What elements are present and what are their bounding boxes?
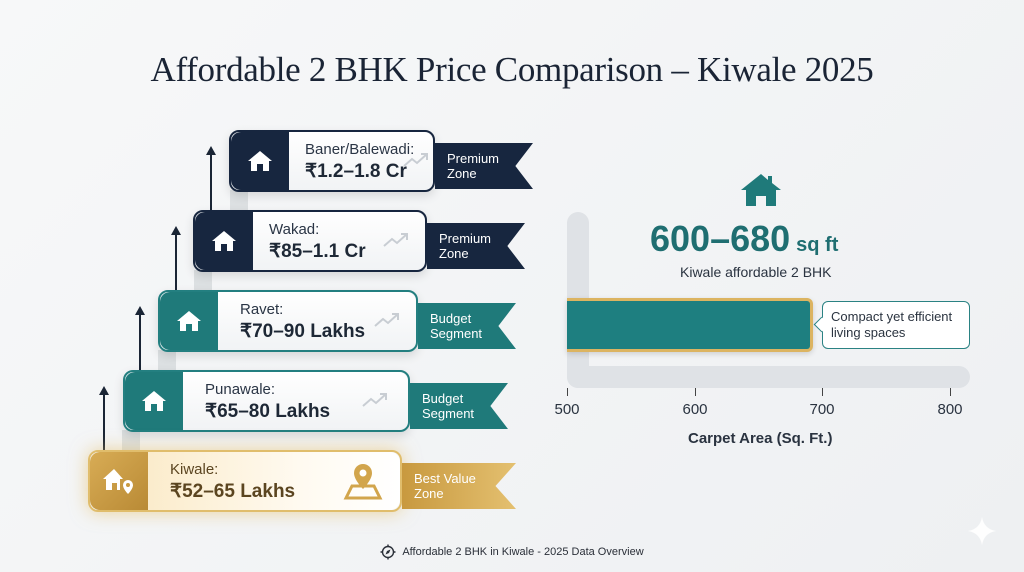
arrow-up-icon: [135, 306, 145, 374]
footer: Affordable 2 BHK in Kiwale - 2025 Data O…: [0, 544, 1024, 560]
house-icon: [741, 174, 781, 206]
price-range: ₹70–90 Lakhs: [240, 321, 366, 342]
area-headline: 600–680 sq ft: [650, 218, 838, 260]
ribbon-line1: Premium: [447, 151, 500, 166]
ribbon-line2: Segment: [430, 326, 483, 341]
callout-line2: living spaces: [831, 325, 906, 340]
x-tick-label: 600: [682, 401, 708, 418]
ribbon-line1: Budget: [430, 311, 472, 326]
house-icon: [231, 132, 289, 190]
location-label: Wakad:: [269, 221, 320, 238]
price-range: ₹65–80 Lakhs: [205, 401, 331, 422]
house-pin-icon: [90, 452, 148, 510]
arrow-up-icon: [206, 146, 216, 214]
price-range: ₹1.2–1.8 Cr: [305, 161, 407, 182]
ribbon-line1: Budget: [422, 391, 464, 406]
price-card-punawale: Punawale: ₹65–80 Lakhs: [123, 370, 410, 432]
x-tick-label: 500: [554, 401, 580, 418]
footer-text: Affordable 2 BHK in Kiwale - 2025 Data O…: [402, 546, 644, 558]
price-range: ₹52–65 Lakhs: [170, 481, 296, 502]
page-title: Affordable 2 BHK Price Comparison – Kiwa…: [150, 50, 874, 89]
ribbon-line2: Zone: [447, 166, 477, 181]
bar-callout: Compact yet efficient living spaces: [822, 301, 970, 349]
compass-icon: [380, 544, 396, 560]
ribbon-line2: Segment: [422, 406, 475, 421]
house-icon: [195, 212, 253, 270]
segment-ribbon: Budget Segment: [410, 383, 508, 429]
area-unit: sq ft: [796, 234, 839, 256]
house-icon: [125, 372, 183, 430]
location-label: Punawale:: [205, 381, 276, 398]
segment-ribbon: Budget Segment: [418, 303, 516, 349]
x-tick: [950, 388, 951, 396]
map-pin-icon: [343, 464, 383, 500]
area-value: 600–680: [650, 218, 791, 259]
area-caption: Kiwale affordable 2 BHK: [680, 264, 832, 280]
arrow-up-icon: [99, 386, 109, 454]
segment-ribbon: Premium Zone: [427, 223, 525, 269]
trend-up-icon: [362, 393, 387, 407]
location-label: Kiwale:: [170, 461, 219, 478]
price-card-baner: Baner/Balewadi: ₹1.2–1.8 Cr: [229, 130, 435, 192]
area-bar: [567, 298, 813, 352]
ribbon-line2: Zone: [439, 246, 469, 261]
location-label: Baner/Balewadi:: [305, 141, 415, 158]
ribbon-line2: Zone: [414, 486, 444, 501]
x-tick: [567, 388, 568, 396]
price-card-wakad: Wakad: ₹85–1.1 Cr: [193, 210, 427, 272]
x-tick-label: 700: [809, 401, 835, 418]
trend-up-icon: [383, 233, 408, 247]
x-axis-track: [567, 366, 970, 388]
price-card-ravet: Ravet: ₹70–90 Lakhs: [158, 290, 418, 352]
location-label: Ravet:: [240, 301, 284, 318]
ribbon-line1: Best Value: [414, 471, 476, 486]
x-tick: [695, 388, 696, 396]
sparkle-icon: [968, 517, 996, 545]
price-card-kiwale: Kiwale: ₹52–65 Lakhs: [88, 450, 402, 512]
trend-up-icon: [403, 153, 428, 167]
segment-ribbon: Best Value Zone: [402, 463, 516, 509]
x-tick-label: 800: [937, 401, 963, 418]
segment-ribbon: Premium Zone: [435, 143, 533, 189]
trend-up-icon: [374, 313, 399, 327]
callout-line1: Compact yet efficient: [831, 309, 953, 324]
house-icon: [160, 292, 218, 350]
ribbon-line1: Premium: [439, 231, 492, 246]
arrow-up-icon: [171, 226, 181, 294]
x-axis-label: Carpet Area (Sq. Ft.): [688, 430, 833, 447]
x-tick: [822, 388, 823, 396]
price-range: ₹85–1.1 Cr: [269, 241, 366, 262]
